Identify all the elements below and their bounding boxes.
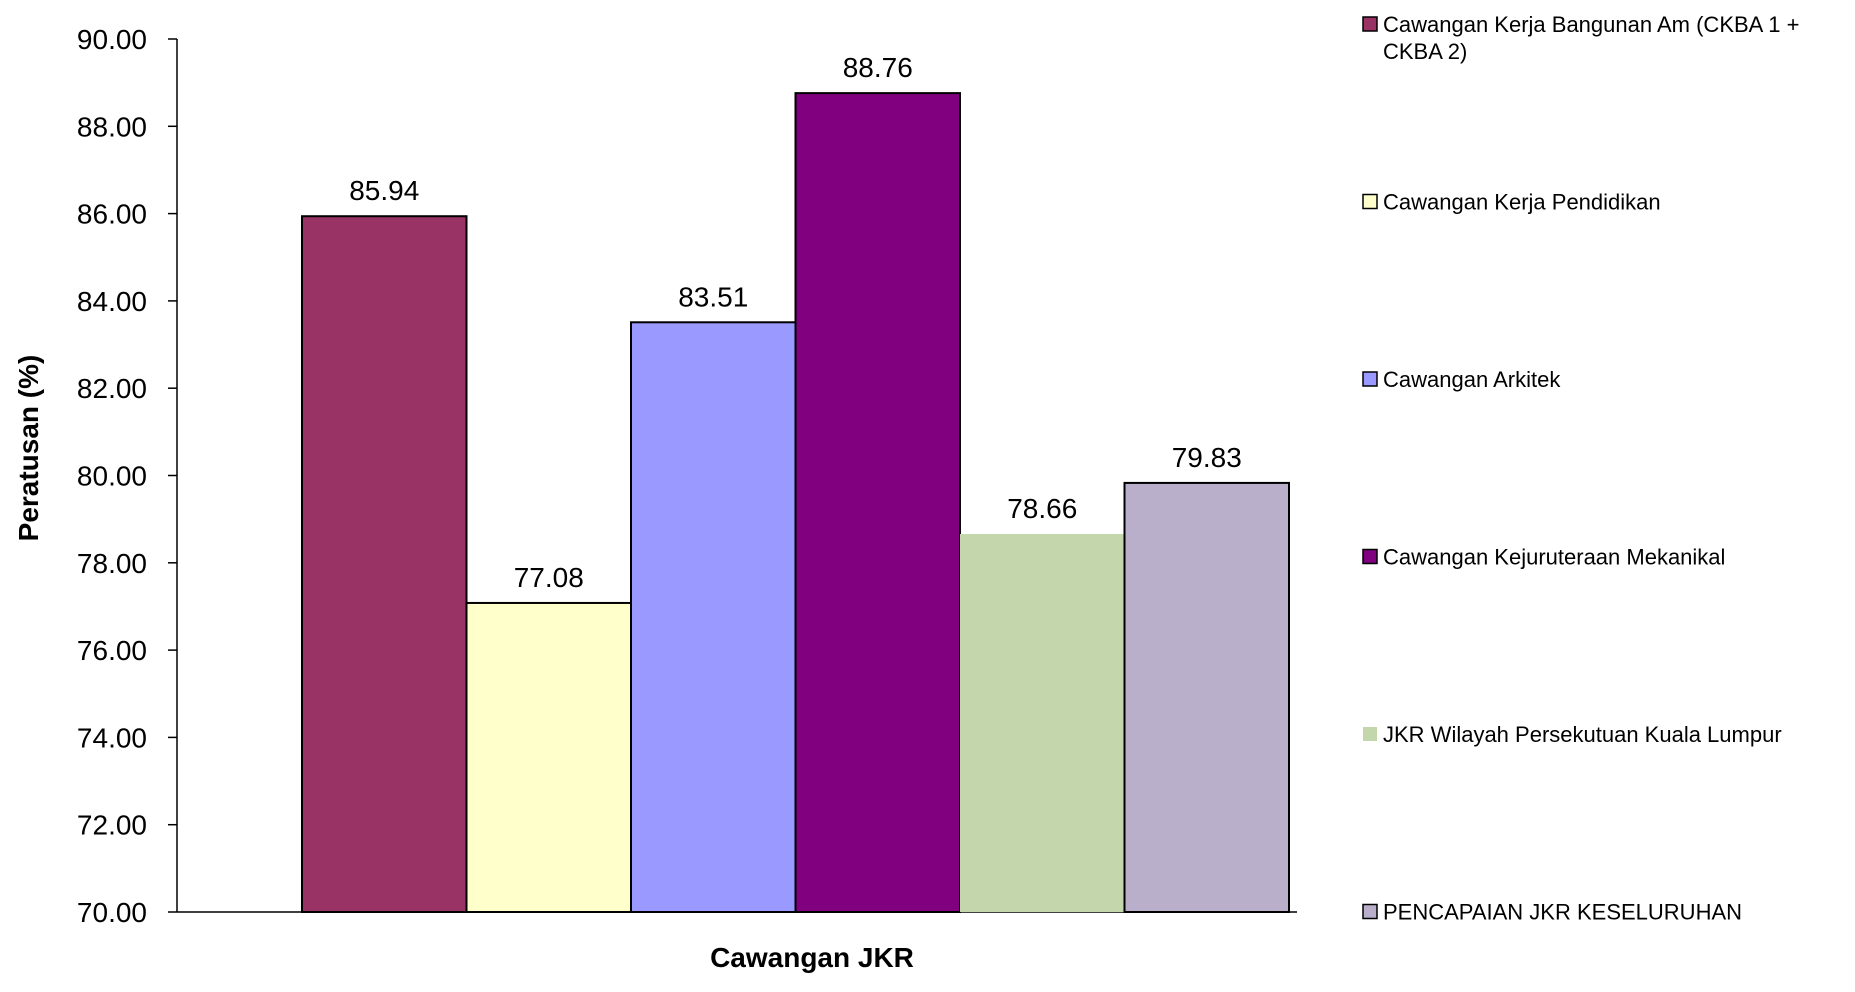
legend-swatch — [1362, 371, 1378, 387]
legend-label-line: Cawangan Kerja Pendidikan — [1383, 190, 1661, 215]
data-labels-group: 85.94 77.08 83.51 88.76 78.66 79.83 — [349, 52, 1242, 593]
y-axis-title: Peratusan (%) — [13, 355, 44, 542]
bar — [630, 321, 797, 913]
legend-swatch — [1362, 193, 1378, 210]
legend-swatch — [1362, 903, 1378, 920]
legend-label: PENCAPAIAN JKR KESELURUHAN — [1383, 900, 1742, 925]
legend-label: Cawangan Kerja Pendidikan — [1383, 190, 1661, 215]
legend-swatch — [1363, 727, 1377, 741]
bars-group — [301, 92, 1290, 914]
legend-label: JKR Wilayah Persekutuan Kuala Lumpur — [1383, 722, 1782, 747]
bar — [1123, 481, 1290, 913]
legend-label-line: CKBA 2) — [1383, 39, 1467, 64]
y-tick-label: 90.00 — [77, 24, 147, 55]
y-tick-label: 82.00 — [77, 373, 147, 404]
y-tick-label: 84.00 — [77, 286, 147, 317]
y-axis: 70.00 72.00 74.00 76.00 78.00 80.00 82.00 84.00… — [77, 24, 1297, 928]
bar — [960, 533, 1125, 912]
legend-item: Cawangan Arkitek — [1362, 367, 1561, 392]
legend-item: Cawangan Kejuruteraan Mekanikal — [1362, 545, 1725, 570]
y-tick-label: 86.00 — [77, 199, 147, 230]
legend-label-line: PENCAPAIAN JKR KESELURUHAN — [1383, 900, 1742, 925]
legend-swatch — [1362, 16, 1378, 32]
legend: Cawangan Kerja Bangunan Am (CKBA 1 + CKBA… — [1362, 12, 1799, 925]
y-tick-label: 88.00 — [77, 111, 147, 142]
bar — [301, 215, 468, 913]
data-label: 79.83 — [1172, 442, 1242, 473]
x-axis-title: Cawangan JKR — [710, 942, 914, 973]
legend-swatch — [1362, 548, 1378, 565]
legend-item: PENCAPAIAN JKR KESELURUHAN — [1362, 900, 1742, 925]
legend-label-line: JKR Wilayah Persekutuan Kuala Lumpur — [1383, 722, 1782, 747]
data-label: 85.94 — [349, 175, 419, 206]
legend-label: Cawangan Kerja Bangunan Am (CKBA 1 + CKBA… — [1383, 12, 1799, 64]
data-label: 77.08 — [514, 562, 584, 593]
y-tick-label: 70.00 — [77, 897, 147, 928]
legend-label-line: Cawangan Kerja Bangunan Am (CKBA 1 + — [1383, 12, 1799, 37]
y-tick-label: 80.00 — [77, 461, 147, 492]
legend-item: Cawangan Kerja Bangunan Am (CKBA 1 + CKBA… — [1362, 12, 1799, 64]
y-tick-label: 78.00 — [77, 548, 147, 579]
legend-label: Cawangan Arkitek — [1383, 367, 1561, 392]
bar — [465, 601, 632, 913]
legend-label-line: Cawangan Kejuruteraan Mekanikal — [1383, 545, 1725, 570]
legend-item: Cawangan Kerja Pendidikan — [1362, 190, 1661, 215]
bar — [794, 92, 961, 914]
data-label: 78.66 — [1007, 493, 1077, 524]
legend-label-line: Cawangan Arkitek — [1383, 367, 1561, 392]
legend-item: JKR Wilayah Persekutuan Kuala Lumpur — [1363, 722, 1782, 747]
data-label: 83.51 — [678, 281, 748, 312]
data-label: 88.76 — [843, 52, 913, 83]
y-tick-label: 74.00 — [77, 722, 147, 753]
legend-label: Cawangan Kejuruteraan Mekanikal — [1383, 545, 1725, 570]
y-tick-label: 72.00 — [77, 810, 147, 841]
y-tick-label: 76.00 — [77, 635, 147, 666]
